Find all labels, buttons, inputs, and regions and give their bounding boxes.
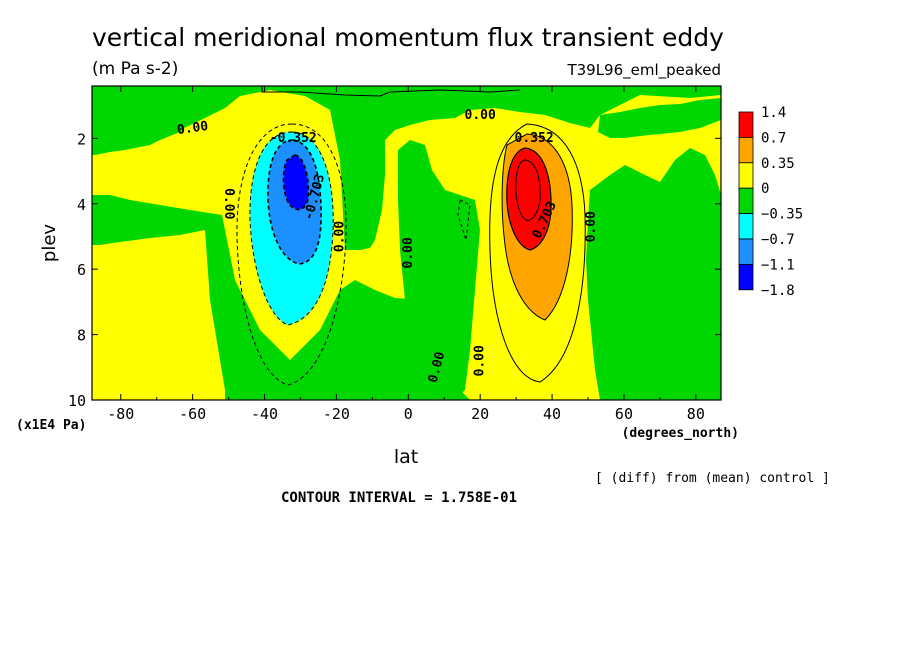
- x-tick-label: -40: [251, 405, 278, 423]
- chart-units: (m Pa s-2): [92, 59, 178, 79]
- contour-neg-3: [282, 154, 310, 211]
- x-axis-units: (degrees_north): [622, 426, 739, 441]
- colorbar-swatch: [738, 187, 754, 214]
- contour-label: 0.00: [401, 237, 416, 268]
- green-region-southern: [92, 195, 470, 400]
- x-tick-label: -20: [323, 405, 350, 423]
- colorbar-label: 0.35: [761, 156, 795, 172]
- contour-neg-outer: [236, 123, 347, 386]
- colorbar-label: −1.8: [761, 283, 795, 299]
- negative-cell: [249, 132, 334, 325]
- colorbar-swatch: [738, 238, 754, 265]
- colorbar-swatch: [738, 111, 754, 138]
- colorbar-swatch: [738, 213, 754, 240]
- contour-label: 0.00: [465, 108, 496, 123]
- contour-label: 0.00: [473, 345, 488, 376]
- x-tick-label: 20: [471, 405, 489, 423]
- contour-pos-1: [501, 133, 573, 321]
- colorbar-label: −1.1: [761, 257, 795, 273]
- green-region-tropics-upper: [92, 86, 721, 250]
- contour-pos-outer: [489, 123, 586, 383]
- plot-frame: [91, 85, 722, 401]
- x-axis-label: lat: [394, 446, 418, 468]
- colorbar-swatch: [738, 136, 754, 164]
- contour-label: 0.00: [584, 211, 599, 242]
- footnote: [ (diff) from (mean) control ]: [595, 471, 830, 486]
- colorbar-label: 0.7: [761, 130, 786, 146]
- colorbar: 1.4 0.7 0.35 0 −0.35 −0.7 −1.1 −1.8: [738, 105, 803, 299]
- contour-interval: CONTOUR INTERVAL = 1.758E-01: [281, 490, 517, 506]
- green-region-northern: [586, 148, 721, 400]
- x-tick-label: -80: [107, 405, 134, 423]
- x-tick-label: 40: [543, 405, 561, 423]
- y-axis-label: plev: [39, 224, 60, 263]
- green-region-east-upper: [598, 98, 721, 138]
- contour-label: 0.00: [221, 188, 236, 219]
- y-tick-label: 4: [77, 196, 86, 214]
- contour-label: 0.352: [515, 131, 554, 146]
- x-tick-label: 0: [404, 405, 413, 423]
- chart-title: vertical meridional momentum flux transi…: [92, 23, 724, 52]
- contour-zero-top: [261, 86, 521, 97]
- contour-zero-dashed: [457, 199, 471, 241]
- y-tick-label: 10: [68, 392, 86, 410]
- contour-neg-2: [267, 139, 322, 265]
- contour-label: -0.352: [270, 131, 317, 146]
- x-tick-label: -60: [179, 405, 206, 423]
- x-tick-label: 60: [615, 405, 633, 423]
- plot-area: [92, 86, 721, 400]
- x-axis: -80 -60 -40 -20 0 20 40 60 80: [107, 86, 705, 423]
- y-tick-label: 8: [77, 327, 86, 345]
- x-tick-label: 80: [687, 405, 705, 423]
- green-regions: [92, 86, 721, 400]
- colorbar-swatch: [738, 263, 754, 291]
- contour-label: 0.00: [176, 119, 209, 138]
- colorbar-label: 1.4: [761, 105, 786, 121]
- cell-blue: [283, 155, 309, 210]
- colorbar-label: −0.35: [761, 207, 803, 223]
- colorbar-swatch: [738, 162, 754, 189]
- contour-label: 0.00: [333, 221, 348, 252]
- y-tick-label: 2: [77, 130, 86, 148]
- contour-neg-1: [249, 131, 334, 326]
- positive-cell: [502, 134, 573, 320]
- contour-pos-3: [515, 159, 541, 221]
- green-region-equatorial: [398, 140, 480, 400]
- run-label: T39L96_eml_peaked: [566, 61, 721, 80]
- cell-red: [506, 148, 551, 250]
- colorbar-label: 0: [761, 181, 769, 197]
- contour-lines: [236, 86, 586, 386]
- y-axis: 2 4 6 8 10: [68, 130, 721, 410]
- colorbar-label: −0.7: [761, 232, 795, 248]
- contour-pos-2: [506, 147, 552, 251]
- green-region-west-upper: [92, 110, 185, 150]
- y-axis-units: (x1E4 Pa): [16, 418, 86, 433]
- y-tick-label: 6: [77, 261, 86, 279]
